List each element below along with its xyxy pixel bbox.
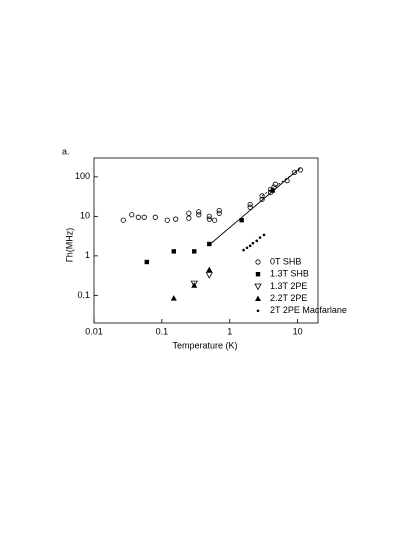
data-point [291,169,298,175]
data-point [205,272,213,279]
data-point [258,236,262,239]
data-point [173,216,179,222]
data-point [259,196,265,202]
data-point [255,239,259,243]
legend-marker [254,283,262,291]
data-point [171,249,177,254]
data-point [251,241,255,245]
data-point [272,181,278,187]
data-point [152,214,158,220]
y-axis-label: Γh(MHz) [64,228,74,262]
data-point [120,217,126,223]
data-point [247,201,253,208]
data-point [141,214,147,220]
y-tick-label: 0.1 [77,290,90,300]
data-point [207,241,212,247]
data-point [242,248,245,252]
data-point [192,249,197,254]
data-point [284,178,290,184]
data-point [191,282,198,288]
x-tick-label: 10 [293,326,303,336]
data-point [196,212,202,218]
data-point [259,193,265,199]
data-point [186,215,192,221]
legend-label: 1.3T SHB [270,269,309,279]
y-tick-label: 100 [75,171,90,181]
x-axis-label: Temperature (K) [172,340,237,350]
data-point [196,209,202,215]
data-point [206,266,213,272]
panel-label: a. [62,146,70,156]
data-point [206,216,212,222]
data-point [190,280,198,288]
data-point [248,244,252,248]
legend-label: 2T 2PE Macfarlane [270,305,347,315]
data-point [206,213,212,219]
data-point [270,188,275,193]
data-point [186,210,192,216]
legend-marker [255,259,261,265]
plot-frame [93,157,319,324]
data-point [216,207,222,214]
legend-label: 1.3T 2PE [270,281,307,291]
legend-marker [255,272,261,277]
data-point [135,214,141,220]
data-point [239,217,244,223]
data-point [216,210,222,216]
legend-label: 2.2T 2PE [270,293,307,303]
data-point [164,217,170,223]
data-point [129,212,135,218]
x-tick-label: 0.01 [85,326,103,336]
data-point [212,217,218,223]
legend-label: 0T SHB [270,256,301,266]
x-tick-label: 1 [227,326,232,336]
y-tick-label: 1 [85,250,90,260]
data-point [297,167,303,173]
legend-marker [255,295,261,301]
data-point [144,259,150,265]
data-point [170,295,177,301]
data-point [245,246,249,250]
x-tick-label: 0.1 [156,326,169,336]
legend-marker [256,309,260,313]
data-point [247,204,253,210]
data-point [262,233,266,237]
y-tick-label: 10 [80,211,90,221]
